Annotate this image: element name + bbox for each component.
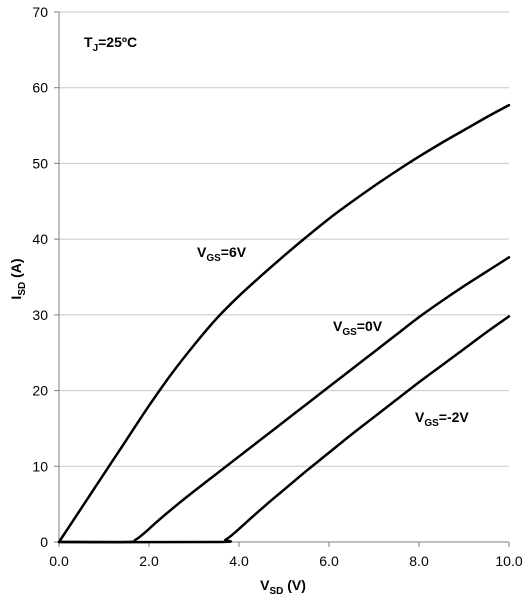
- y-tick-label-40: 40: [32, 231, 48, 247]
- series-label-vgs-minus-2v: VGS=-2V: [415, 409, 469, 429]
- series-lines: [57, 103, 511, 544]
- x-tick-label-6: 6.0: [319, 553, 339, 569]
- series-label-vgs-0v: VGS=0V: [333, 318, 383, 338]
- y-tick-label-50: 50: [32, 155, 48, 171]
- y-tick-label-30: 30: [32, 307, 48, 323]
- series-label-vgs-6v: VGS=6V: [197, 244, 247, 264]
- y-tick-label-0: 0: [40, 534, 48, 550]
- x-tick-label-4: 4.0: [229, 553, 249, 569]
- x-tick-label-2: 2.0: [139, 553, 159, 569]
- axes: [58, 12, 509, 543]
- x-tick-label-0: 0.0: [49, 553, 69, 569]
- y-tick-label-10: 10: [32, 458, 48, 474]
- temperature-annotation: TJ=25ºC: [84, 34, 137, 54]
- y-axis-ticks: 0 10 20 30 40 50 60 70: [32, 4, 59, 550]
- x-axis-ticks: 0.0 2.0 4.0 6.0 8.0 10.0: [49, 542, 523, 569]
- y-tick-label-60: 60: [32, 80, 48, 96]
- y-tick-label-70: 70: [32, 4, 48, 20]
- series-line-vgs-6v: [57, 103, 511, 544]
- y-tick-label-20: 20: [32, 383, 48, 399]
- y-axis-label: ISD (A): [8, 258, 28, 299]
- series-line-vgs-minus-2v: [57, 315, 511, 544]
- x-tick-label-8: 8.0: [409, 553, 429, 569]
- gridlines: [59, 11, 509, 467]
- x-tick-label-10: 10.0: [495, 553, 522, 569]
- x-axis-label: VSD (V): [260, 577, 306, 597]
- series-line-vgs-0v: [57, 256, 511, 544]
